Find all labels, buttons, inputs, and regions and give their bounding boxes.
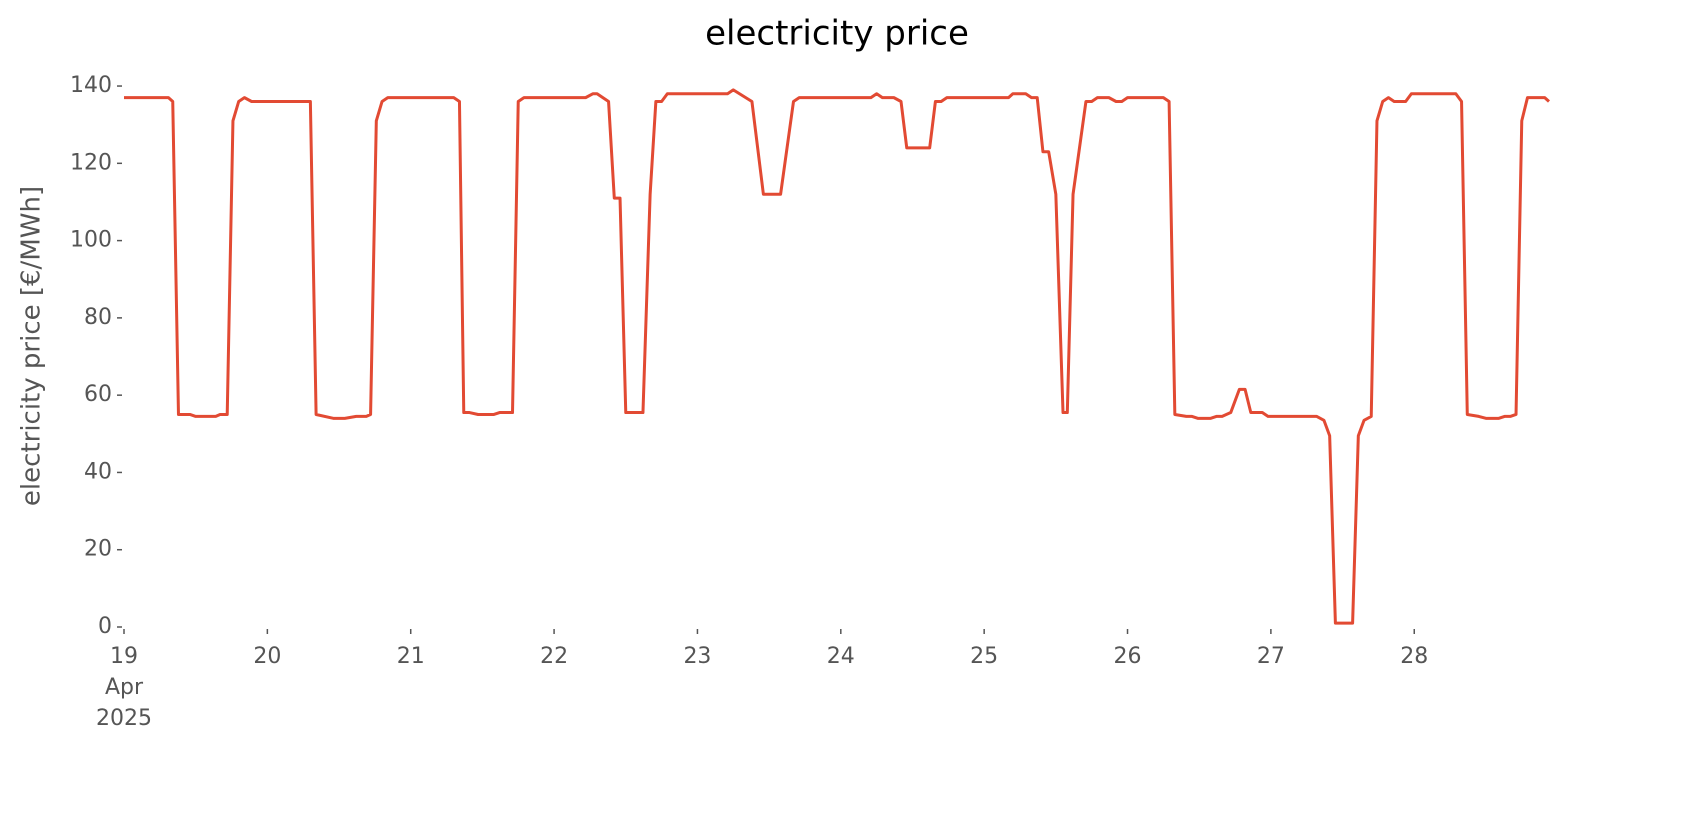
x-tick-label: 24 <box>827 644 855 669</box>
x-tick-label: 25 <box>970 644 998 669</box>
y-tick-label: 40 <box>84 459 112 484</box>
x-tick-label: 26 <box>1114 644 1142 669</box>
y-tick-label: 80 <box>84 305 112 330</box>
y-tick-label: 20 <box>84 537 112 562</box>
y-tick-label: 0 <box>98 614 112 639</box>
x-tick-label: 20 <box>253 644 281 669</box>
x-tick-label: 19 <box>110 644 138 669</box>
y-axis-label: electricity price [€/MWh] <box>17 186 47 506</box>
x-date-year: 2025 <box>96 706 152 731</box>
price-line <box>124 88 1551 625</box>
x-tick-label: 22 <box>540 644 568 669</box>
chart-title: electricity price <box>705 14 969 54</box>
x-date-month: Apr <box>105 675 144 700</box>
x-tick-label: 28 <box>1400 644 1428 669</box>
x-tick-label: 27 <box>1257 644 1285 669</box>
y-tick-label: 100 <box>70 228 112 253</box>
y-tick-label: 120 <box>70 150 112 175</box>
y-tick-label: 140 <box>70 73 112 98</box>
y-tick-label: 60 <box>84 382 112 407</box>
x-tick-label: 23 <box>683 644 711 669</box>
x-tick-label: 21 <box>397 644 425 669</box>
